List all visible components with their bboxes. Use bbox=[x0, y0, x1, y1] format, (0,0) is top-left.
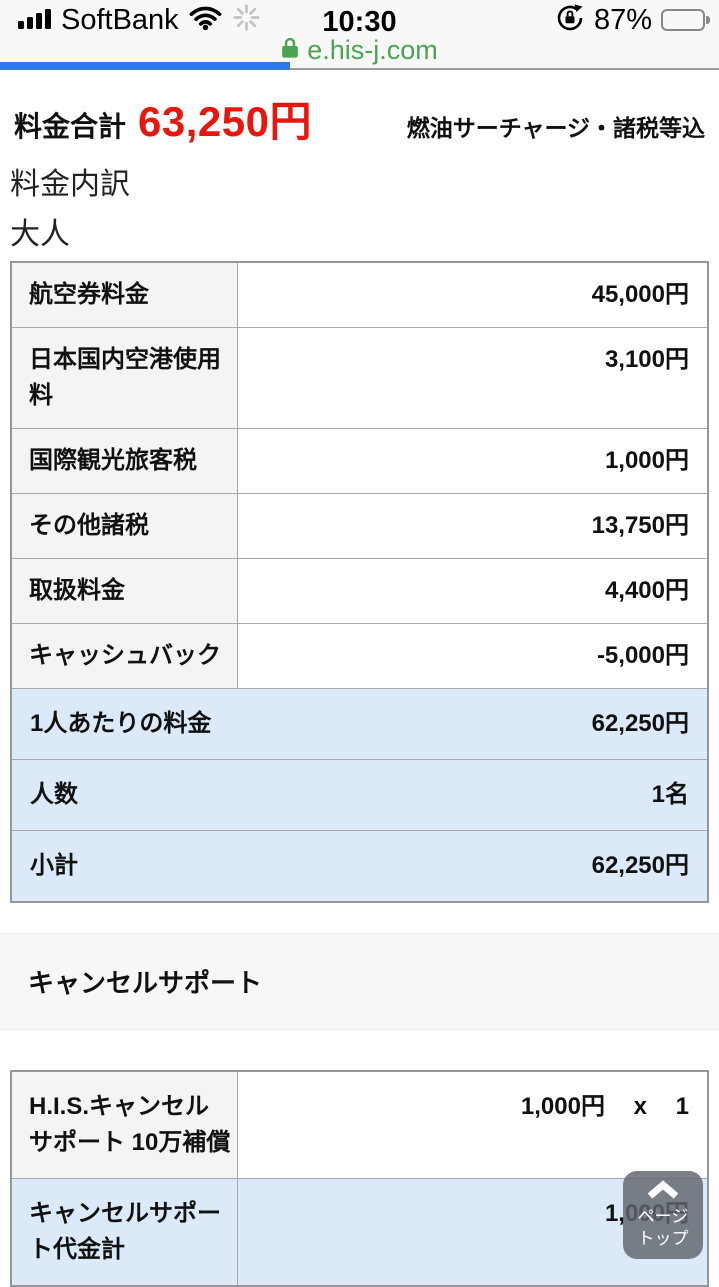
table-row: 航空券料金 45,000円 bbox=[12, 263, 707, 327]
row-value: -5,000円 bbox=[238, 624, 707, 688]
row-label: 日本国内空港使用料 bbox=[12, 328, 238, 428]
battery-percentage: 87% bbox=[593, 3, 652, 36]
row-value: 1,000円 x 1 bbox=[238, 1072, 707, 1178]
total-fare-label: 料金合計 bbox=[14, 111, 127, 142]
row-value: 62,250円 bbox=[591, 852, 689, 879]
secure-lock-icon bbox=[281, 36, 299, 64]
battery-icon bbox=[661, 9, 710, 31]
status-bar: SoftBank bbox=[0, 0, 719, 38]
fare-breakdown-table: 航空券料金 45,000円 日本国内空港使用料 3,100円 国際観光旅客税 1… bbox=[10, 261, 709, 903]
fare-summary: 料金合計 63,250円 燃油サーチャージ・諸税等込 bbox=[0, 70, 719, 149]
wifi-icon bbox=[189, 5, 222, 35]
table-row: 国際観光旅客税 1,000円 bbox=[12, 428, 707, 493]
table-row: 日本国内空港使用料 3,100円 bbox=[12, 327, 707, 428]
row-value: 3,100円 bbox=[238, 328, 707, 428]
row-label: 人数 bbox=[30, 781, 78, 808]
page-load-progress-bar bbox=[0, 62, 290, 70]
row-label: 国際観光旅客税 bbox=[12, 429, 238, 493]
row-label: H.I.S.キャンセルサポート 10万補償 bbox=[12, 1072, 238, 1178]
cancel-support-table: H.I.S.キャンセルサポート 10万補償 1,000円 x 1 キャンセルサポ… bbox=[10, 1070, 709, 1287]
url-domain-label: e.his-j.com bbox=[307, 34, 438, 65]
row-label: 1人あたりの料金 bbox=[30, 710, 212, 737]
table-row: その他諸税 13,750円 bbox=[12, 493, 707, 558]
row-label: 小計 bbox=[30, 852, 78, 879]
row-value: 1名 bbox=[651, 781, 689, 808]
row-value: 13,750円 bbox=[238, 494, 707, 558]
page-top-button[interactable]: ページ トップ bbox=[623, 1171, 703, 1259]
status-bar-left: SoftBank bbox=[18, 3, 261, 37]
table-row: キャッシュバック -5,000円 bbox=[12, 623, 707, 688]
status-bar-right: 87% bbox=[555, 3, 710, 38]
row-label: その他諸税 bbox=[12, 494, 238, 558]
breakdown-title: 料金内訳 bbox=[10, 168, 130, 201]
row-label: 航空券料金 bbox=[12, 263, 238, 327]
address-bar[interactable]: e.his-j.com bbox=[0, 34, 719, 66]
table-row-headcount: 人数 1名 bbox=[12, 759, 707, 830]
table-row-subtotal: 小計 62,250円 bbox=[12, 830, 707, 901]
total-fare-value: 63,250円 bbox=[138, 98, 312, 145]
row-value: 4,400円 bbox=[238, 559, 707, 623]
page-top-label-line2: トップ bbox=[637, 1229, 689, 1248]
row-label: 取扱料金 bbox=[12, 559, 238, 623]
row-value: 45,000円 bbox=[238, 263, 707, 327]
table-row-cancel-total: キャンセルサポート代金計 1,000円 bbox=[12, 1178, 707, 1285]
row-label: キャンセルサポート代金計 bbox=[12, 1179, 238, 1285]
rotation-lock-icon bbox=[555, 3, 585, 38]
table-row: H.I.S.キャンセルサポート 10万補償 1,000円 x 1 bbox=[12, 1072, 707, 1178]
row-value: 62,250円 bbox=[591, 710, 689, 737]
surcharge-note: 燃油サーチャージ・諸税等込 bbox=[406, 115, 705, 141]
safari-header: SoftBank bbox=[0, 0, 719, 70]
row-value: 1,000円 bbox=[238, 429, 707, 493]
network-activity-spinner-icon bbox=[232, 3, 261, 37]
cancel-support-heading: キャンセルサポート bbox=[0, 933, 719, 1030]
chevron-up-icon bbox=[645, 1180, 681, 1206]
page-top-label-line1: ページ bbox=[637, 1206, 689, 1226]
carrier-label: SoftBank bbox=[61, 3, 179, 36]
cellular-signal-icon bbox=[18, 9, 51, 31]
adult-subtitle: 大人 bbox=[10, 218, 70, 251]
table-row: 取扱料金 4,400円 bbox=[12, 558, 707, 623]
row-label: キャッシュバック bbox=[12, 624, 238, 688]
table-row-per-person-total: 1人あたりの料金 62,250円 bbox=[12, 688, 707, 759]
